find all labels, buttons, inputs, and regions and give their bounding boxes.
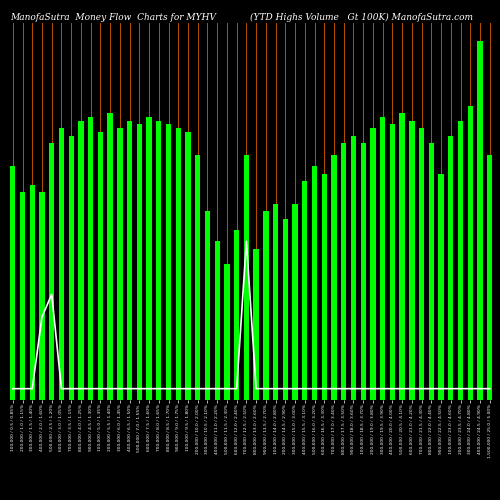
Bar: [176, 128, 181, 400]
Text: ManofaSutra  Money Flow  Charts for MYHV: ManofaSutra Money Flow Charts for MYHV: [10, 12, 216, 22]
Bar: [136, 124, 142, 400]
Bar: [400, 113, 405, 400]
Bar: [478, 42, 482, 400]
Bar: [78, 120, 84, 400]
Bar: [282, 219, 288, 400]
Bar: [438, 174, 444, 400]
Text: (YTD Highs Volume   Gt 100K) ManofaSutra.com: (YTD Highs Volume Gt 100K) ManofaSutra.c…: [250, 12, 473, 22]
Bar: [166, 124, 171, 400]
Bar: [263, 211, 268, 400]
Bar: [186, 132, 190, 400]
Bar: [244, 154, 249, 400]
Bar: [322, 174, 327, 400]
Bar: [156, 120, 162, 400]
Bar: [380, 117, 386, 400]
Bar: [146, 117, 152, 400]
Bar: [30, 185, 35, 400]
Bar: [428, 144, 434, 400]
Bar: [487, 154, 492, 400]
Bar: [409, 120, 414, 400]
Bar: [341, 144, 346, 400]
Bar: [468, 106, 473, 400]
Bar: [370, 128, 376, 400]
Bar: [214, 242, 220, 400]
Bar: [59, 128, 64, 400]
Bar: [458, 120, 463, 400]
Bar: [195, 154, 200, 400]
Bar: [127, 120, 132, 400]
Bar: [234, 230, 239, 400]
Bar: [292, 204, 298, 400]
Bar: [448, 136, 454, 400]
Bar: [40, 192, 44, 400]
Bar: [302, 181, 308, 400]
Bar: [224, 264, 230, 400]
Bar: [49, 144, 54, 400]
Bar: [88, 117, 94, 400]
Bar: [332, 154, 336, 400]
Bar: [390, 124, 395, 400]
Bar: [117, 128, 122, 400]
Bar: [68, 136, 74, 400]
Bar: [20, 192, 25, 400]
Bar: [351, 136, 356, 400]
Bar: [273, 204, 278, 400]
Bar: [108, 113, 113, 400]
Bar: [360, 144, 366, 400]
Bar: [10, 166, 16, 400]
Bar: [312, 166, 317, 400]
Bar: [254, 249, 259, 400]
Bar: [419, 128, 424, 400]
Bar: [205, 211, 210, 400]
Bar: [98, 132, 103, 400]
